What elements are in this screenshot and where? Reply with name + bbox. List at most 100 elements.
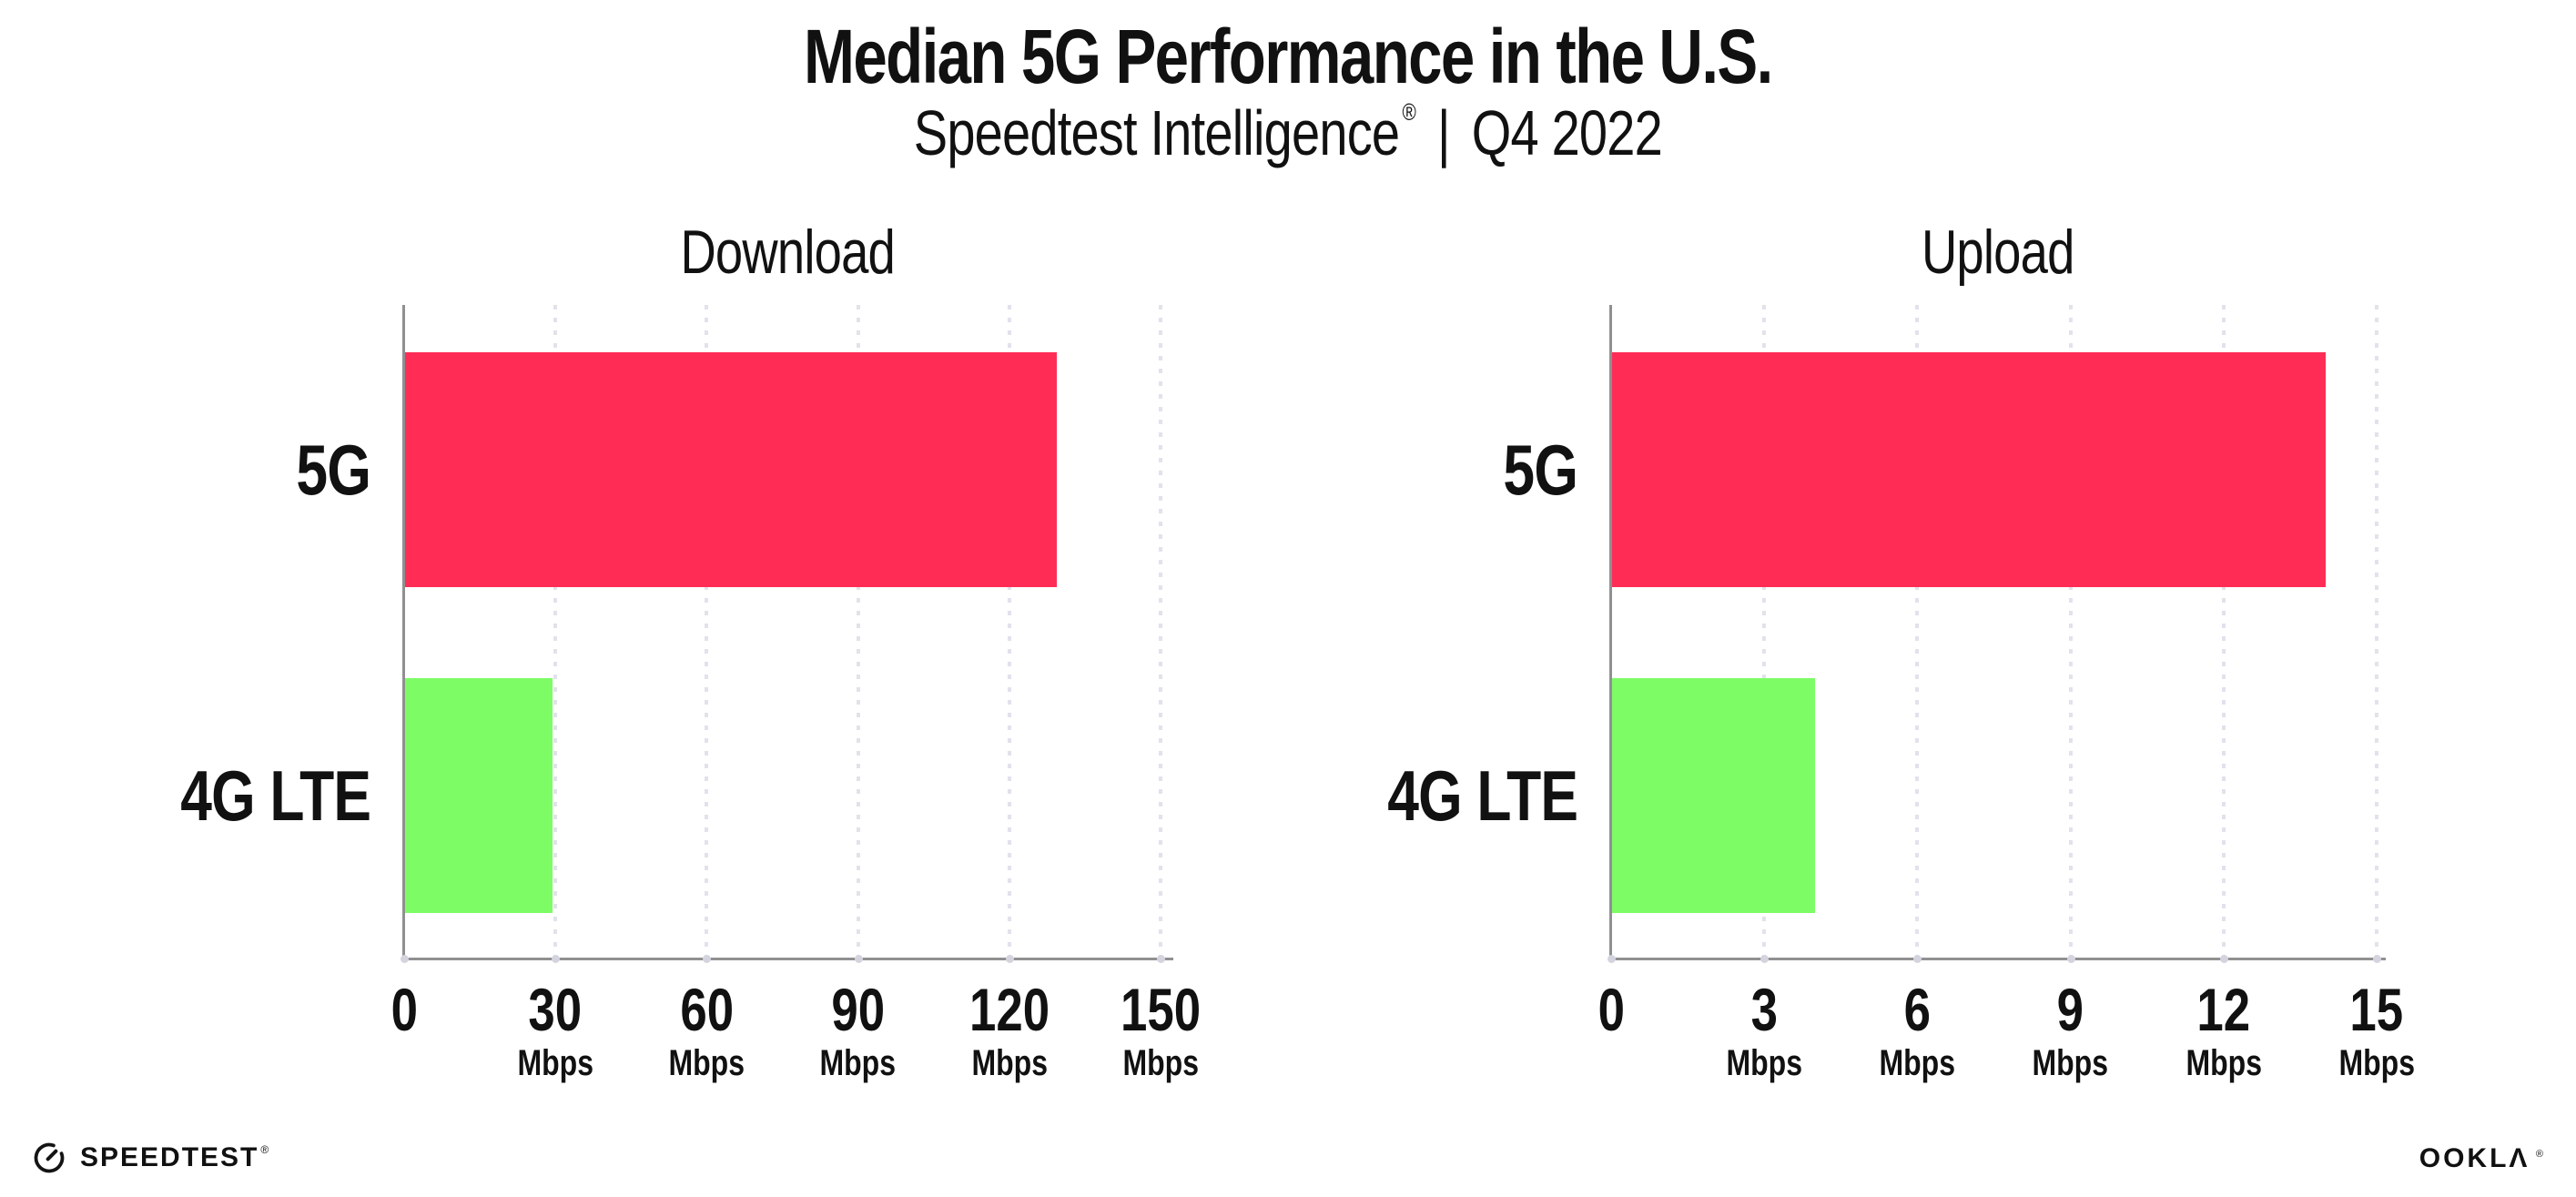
speedtest-registered-icon: ®: [260, 1143, 269, 1156]
gridline-120: [1007, 305, 1011, 959]
gridline-6: [1915, 305, 1920, 959]
axis-tick-dot-60: [703, 955, 712, 963]
category-label-4g-lte: 4G LTE: [79, 756, 371, 836]
tick-label-15: 15: [2240, 979, 2513, 1040]
ookla-wordmark: OOKLΛ: [2419, 1143, 2530, 1173]
tick-label-0: 0: [1475, 979, 1748, 1040]
tick-unit-label-90: Mbps: [722, 1045, 995, 1081]
subtitle-period: Q4 2022: [1471, 97, 1663, 168]
axis-tick-dot-120: [1005, 955, 1014, 963]
gridline-60: [705, 305, 709, 959]
tick-label-12: 12: [2087, 979, 2360, 1040]
axis-tick-dot-0: [1607, 955, 1616, 963]
tick-unit-label-30: Mbps: [419, 1045, 692, 1081]
tick-unit-text: Mbps: [517, 1043, 593, 1083]
tick-label-text: 12: [2196, 976, 2251, 1043]
tick-unit-label-15: Mbps: [2240, 1045, 2513, 1081]
tick-label-9: 9: [1934, 979, 2207, 1040]
registered-mark-icon: ®: [1402, 98, 1416, 126]
axis-tick-dot-6: [1913, 955, 1922, 963]
plot-area-download: [401, 305, 1173, 963]
tick-label-150: 150: [1024, 979, 1297, 1040]
axis-tick-dot-0: [401, 955, 409, 963]
category-label-5g: 5G: [1286, 434, 1577, 505]
category-label-text: 4G LTE: [1387, 756, 1578, 836]
tick-label-text: 9: [2056, 976, 2084, 1043]
tick-label-6: 6: [1780, 979, 2054, 1040]
subtitle-brand: Speedtest Intelligence: [913, 97, 1400, 168]
page-title-text: Median 5G Performance in the U.S.: [804, 14, 1773, 99]
tick-unit-text: Mbps: [2032, 1043, 2109, 1083]
page-subtitle: Speedtest Intelligence ® | Q4 2022: [0, 96, 2576, 169]
gridline-15: [2375, 305, 2378, 959]
tick-label-30: 30: [419, 979, 692, 1040]
gridline-9: [2068, 305, 2073, 959]
speedtest-logo: SPEEDTEST ®: [31, 1140, 269, 1176]
tick-label-text: 120: [969, 976, 1050, 1043]
tick-label-90: 90: [722, 979, 995, 1040]
axis-tick-dot-90: [854, 955, 863, 963]
axis-tick-dot-3: [1760, 955, 1770, 963]
category-label-text: 4G LTE: [180, 756, 371, 836]
gridline-150: [1159, 305, 1162, 959]
bar-5g: [1611, 352, 2326, 587]
gridline-90: [856, 305, 860, 959]
chart-title-text: Upload: [1921, 218, 2074, 287]
tick-unit-label-60: Mbps: [570, 1045, 843, 1081]
category-label-4g-lte: 4G LTE: [1286, 756, 1578, 836]
axis-tick-dot-150: [1157, 955, 1165, 963]
tick-unit-text: Mbps: [971, 1043, 1048, 1083]
plot-area-upload: [1607, 305, 2386, 963]
tick-unit-text: Mbps: [1879, 1043, 1956, 1083]
tick-label-120: 120: [873, 979, 1146, 1040]
tick-label-text: 6: [1903, 976, 1932, 1043]
category-label-5g: 5G: [79, 434, 370, 505]
axis-tick-dot-30: [552, 955, 561, 963]
tick-unit-text: Mbps: [1122, 1043, 1199, 1083]
tick-unit-text: Mbps: [2186, 1043, 2262, 1083]
tick-unit-label-120: Mbps: [873, 1045, 1146, 1081]
tick-unit-text: Mbps: [819, 1043, 897, 1083]
axis-tick-dot-9: [2066, 955, 2075, 963]
gridline-3: [1762, 305, 1767, 959]
tick-unit-label-12: Mbps: [2087, 1045, 2360, 1081]
y-axis-line: [402, 305, 405, 959]
axis-tick-dot-15: [2373, 955, 2381, 963]
speedtest-gauge-icon: [34, 1142, 65, 1173]
y-axis-line: [1609, 305, 1612, 959]
tick-label-0: 0: [268, 979, 541, 1040]
gridline-30: [553, 305, 558, 959]
tick-label-text: 15: [2349, 976, 2404, 1043]
x-axis-line: [402, 958, 1173, 960]
axis-tick-dot-12: [2219, 955, 2228, 963]
tick-unit-text: Mbps: [668, 1043, 745, 1083]
speedtest-wordmark: SPEEDTEST: [80, 1142, 259, 1172]
gridline-12: [2221, 305, 2226, 959]
chart-title-upload: Upload: [1611, 217, 2384, 288]
category-label-text: 5G: [1503, 430, 1577, 510]
subtitle-separator: |: [1437, 97, 1451, 168]
tick-label-60: 60: [570, 979, 843, 1040]
category-label-text: 5G: [296, 430, 370, 510]
tick-label-text: 3: [1750, 976, 1778, 1043]
tick-label-text: 60: [680, 976, 734, 1043]
tick-label-text: 0: [1597, 976, 1625, 1043]
tick-unit-text: Mbps: [1726, 1043, 1802, 1083]
tick-label-text: 150: [1120, 976, 1202, 1043]
bar-4g-lte: [1611, 678, 1816, 913]
tick-label-text: 0: [390, 976, 418, 1043]
tick-label-text: 30: [528, 976, 583, 1043]
x-axis-line: [1609, 958, 2386, 960]
bar-4g-lte: [404, 678, 553, 913]
tick-unit-label-9: Mbps: [1934, 1045, 2207, 1081]
tick-label-text: 90: [831, 976, 885, 1043]
chart-title-text: Download: [680, 218, 896, 287]
tick-unit-label-150: Mbps: [1024, 1045, 1297, 1081]
chart-title-download: Download: [404, 217, 1171, 288]
tick-label-3: 3: [1628, 979, 1901, 1040]
tick-unit-label-3: Mbps: [1628, 1045, 1901, 1081]
tick-unit-text: Mbps: [2338, 1043, 2415, 1083]
page-title: Median 5G Performance in the U.S.: [0, 13, 2576, 101]
bar-5g: [404, 352, 1058, 587]
